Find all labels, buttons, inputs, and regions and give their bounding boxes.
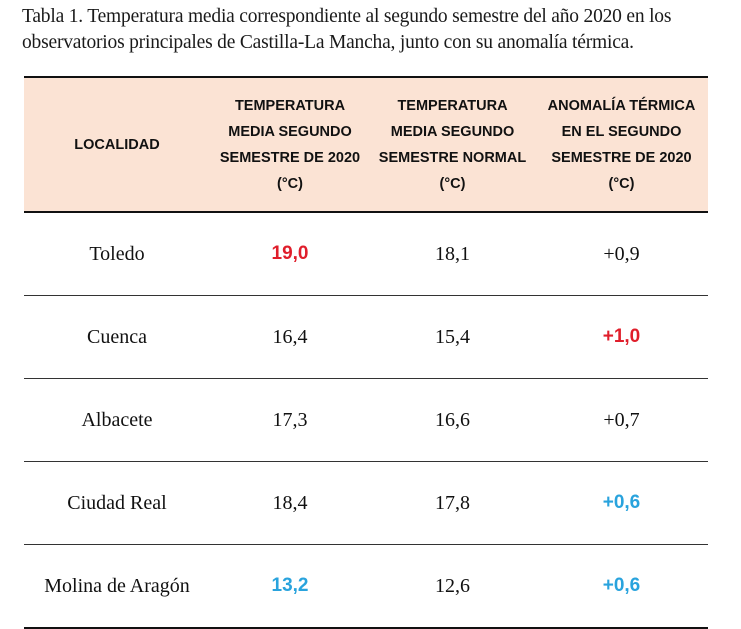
cell-media-2020: 13,2 (210, 544, 370, 629)
cell-media-normal: 15,4 (370, 295, 535, 379)
cell-localidad: Molina de Aragón (24, 544, 210, 629)
cell-anomalia: +0,6 (535, 461, 708, 545)
cell-media-2020: 16,4 (210, 295, 370, 379)
cell-media-normal: 12,6 (370, 544, 535, 629)
cell-media-2020: 19,0 (210, 211, 370, 296)
table-row: Molina de Aragón 13,2 12,6 +0,6 (24, 544, 708, 629)
table-caption: Tabla 1. Temperatura media correspondien… (22, 6, 672, 53)
table-row: Ciudad Real 18,4 17,8 +0,6 (24, 461, 708, 545)
cell-localidad: Albacete (24, 378, 210, 462)
header-media-normal: TEMPERATURA MEDIA SEGUNDO SEMESTRE NORMA… (370, 76, 535, 212)
cell-anomalia: +0,6 (535, 544, 708, 629)
temperature-table: LOCALIDAD TEMPERATURA MEDIA SEGUNDO SEME… (24, 76, 708, 629)
cell-media-2020: 18,4 (210, 461, 370, 545)
cell-anomalia: +1,0 (535, 295, 708, 379)
header-anomalia: ANOMALÍA TÉRMICA EN EL SEGUNDO SEMESTRE … (535, 76, 708, 212)
table-header: LOCALIDAD TEMPERATURA MEDIA SEGUNDO SEME… (24, 76, 708, 212)
cell-media-normal: 17,8 (370, 461, 535, 545)
cell-anomalia: +0,9 (535, 211, 708, 296)
cell-anomalia: +0,7 (535, 378, 708, 462)
table-row: Toledo 19,0 18,1 +0,9 (24, 211, 708, 296)
temperature-table-container: LOCALIDAD TEMPERATURA MEDIA SEGUNDO SEME… (24, 76, 708, 629)
cell-media-normal: 16,6 (370, 378, 535, 462)
cell-media-normal: 18,1 (370, 211, 535, 296)
table-row: Cuenca 16,4 15,4 +1,0 (24, 295, 708, 379)
header-localidad: LOCALIDAD (24, 76, 210, 212)
cell-media-2020: 17,3 (210, 378, 370, 462)
table-header-row: LOCALIDAD TEMPERATURA MEDIA SEGUNDO SEME… (24, 76, 708, 212)
table-body: Toledo 19,0 18,1 +0,9 Cuenca 16,4 15,4 +… (24, 211, 708, 629)
cell-localidad: Ciudad Real (24, 461, 210, 545)
header-media-2020: TEMPERATURA MEDIA SEGUNDO SEMESTRE DE 20… (210, 76, 370, 212)
cell-localidad: Cuenca (24, 295, 210, 379)
cell-localidad: Toledo (24, 211, 210, 296)
table-row: Albacete 17,3 16,6 +0,7 (24, 378, 708, 462)
